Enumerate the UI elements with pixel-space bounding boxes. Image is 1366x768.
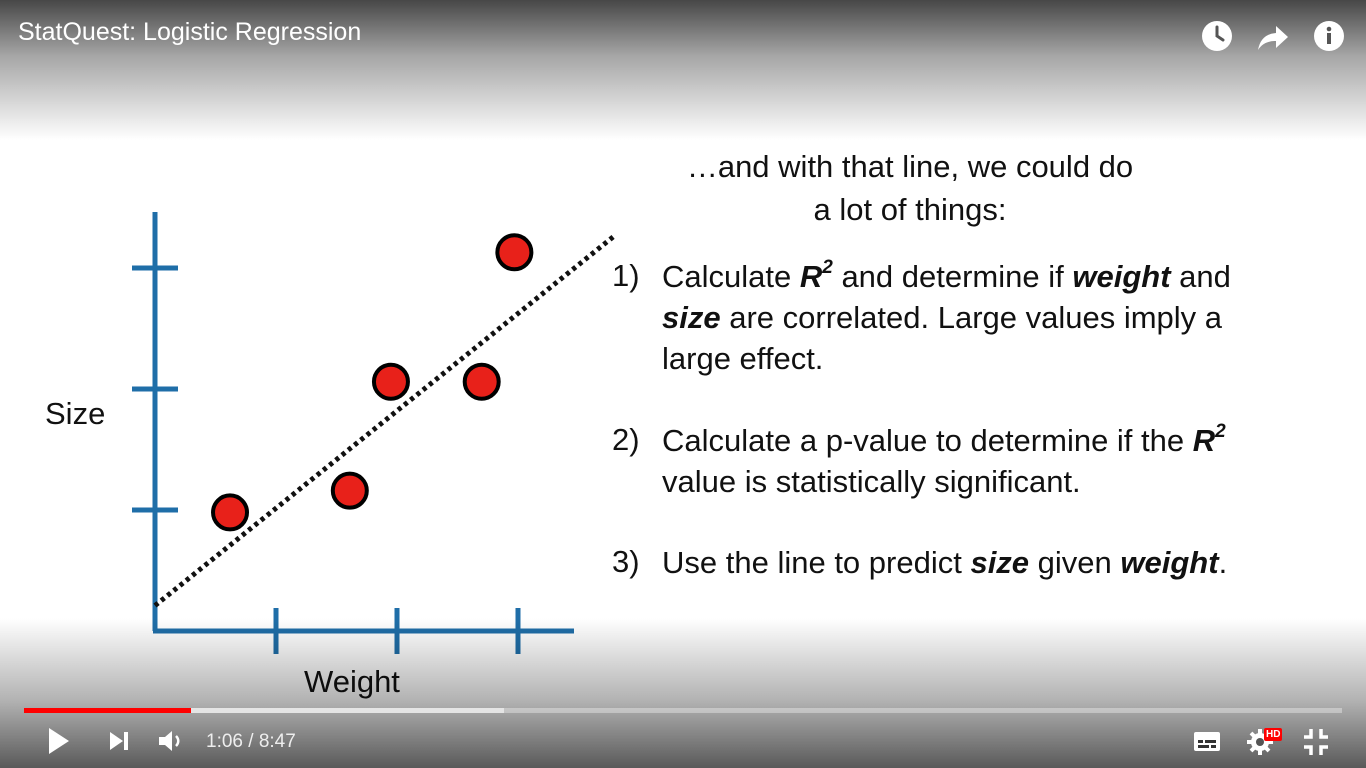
item-2-line2: value is statistically significant.	[662, 464, 1081, 499]
item-3-line1: Use the line to predict size given weigh…	[662, 542, 1227, 583]
hd-badge: HD	[1264, 728, 1283, 741]
item-1-line1-a: Calculate	[662, 259, 800, 294]
volume-icon[interactable]	[156, 725, 186, 762]
size-term: size	[970, 545, 1030, 580]
data-point	[495, 233, 534, 272]
progress-played	[24, 708, 191, 713]
top-actions	[1200, 18, 1346, 54]
time-display: 1:06 / 8:47	[206, 731, 296, 753]
slide-heading-line2: a lot of things:	[813, 192, 1007, 227]
r-squared-superscript: 2	[822, 257, 833, 278]
item-1-line1: Calculate R2 and determine if weight and	[662, 256, 1231, 297]
subtitles-icon[interactable]	[1192, 725, 1222, 762]
r-squared-symbol: R	[1192, 423, 1216, 458]
item-3-text: Use the line to predict size given weigh…	[662, 542, 1227, 583]
item-1-text: Calculate R2 and determine if weight and…	[662, 256, 1231, 379]
next-button[interactable]	[107, 725, 133, 762]
exit-fullscreen-icon[interactable]	[1302, 725, 1330, 762]
item-1-line3: large effect.	[662, 341, 824, 376]
time-current: 1:06	[206, 731, 243, 752]
fit-line	[153, 234, 616, 608]
data-point	[371, 362, 410, 401]
r-squared-superscript: 2	[1215, 421, 1226, 442]
slide-heading: …and with that line, we could do a lot o…	[610, 145, 1210, 231]
item-2-number: 2)	[612, 422, 640, 457]
item-1-line2-rest: are correlated. Large values imply a	[720, 300, 1223, 335]
progress-buffer	[24, 708, 504, 713]
item-1-number: 1)	[612, 258, 640, 293]
data-point	[330, 471, 369, 510]
item-1-line2: size are correlated. Large values imply …	[662, 297, 1231, 338]
item-1-line1-c: and	[1170, 259, 1231, 294]
item-3-number: 3)	[612, 544, 640, 579]
data-point	[211, 493, 250, 532]
weight-term: weight	[1072, 259, 1171, 294]
weight-term: weight	[1120, 545, 1219, 580]
item-3-line1-b: given	[1029, 545, 1121, 580]
item-1-line1-b: and determine if	[832, 259, 1073, 294]
data-point	[462, 362, 501, 401]
plot-ylabel: Size	[45, 396, 106, 431]
video-title[interactable]: StatQuest: Logistic Regression	[18, 18, 362, 46]
play-button[interactable]	[46, 725, 72, 762]
item-3-line1-c: .	[1218, 545, 1228, 580]
time-separator: /	[242, 731, 259, 752]
plot-xlabel: Weight	[304, 664, 400, 699]
item-2-line1-a: Calculate a p-value to determine if the	[662, 423, 1193, 458]
size-term: size	[662, 300, 721, 335]
scatter-plot	[132, 212, 616, 654]
slide-heading-line1: …and with that line, we could do	[686, 149, 1134, 184]
time-total: 8:47	[258, 731, 296, 752]
share-icon[interactable]	[1256, 18, 1290, 54]
item-2-text: Calculate a p-value to determine if the …	[662, 420, 1226, 502]
item-2-line1: Calculate a p-value to determine if the …	[662, 420, 1226, 461]
watch-later-icon[interactable]	[1200, 18, 1234, 54]
player-controls: 1:06 / 8:47 HD	[0, 715, 1366, 768]
r-squared-symbol: R	[799, 259, 823, 294]
progress-bar[interactable]	[24, 708, 1342, 713]
info-icon[interactable]	[1312, 18, 1346, 54]
item-3-line1-a: Use the line to predict	[662, 545, 971, 580]
